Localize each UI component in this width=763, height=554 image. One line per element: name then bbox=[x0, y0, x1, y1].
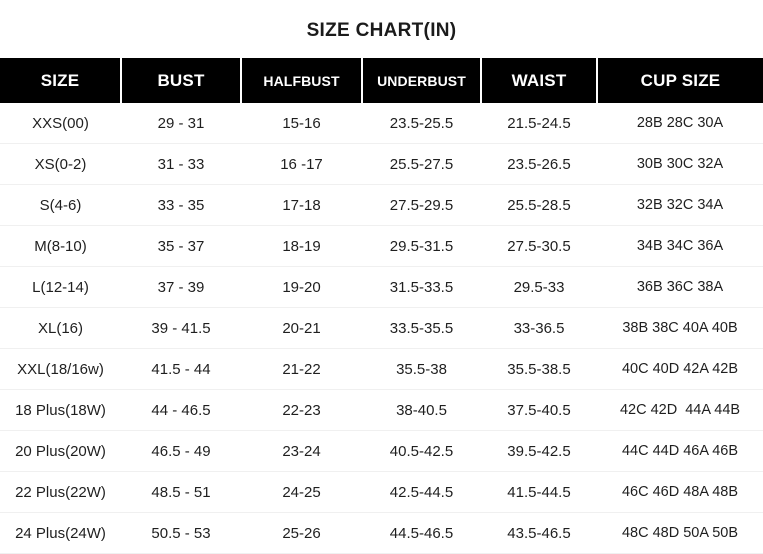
cell-waist: 37.5-40.5 bbox=[481, 389, 597, 431]
table-row: 24 Plus(24W) 50.5 - 53 25-26 44.5-46.5 43.5-… bbox=[0, 512, 763, 554]
cell-waist: 35.5-38.5 bbox=[481, 348, 597, 390]
cell-underbust: 27.5-29.5 bbox=[362, 184, 481, 226]
cell-underbust: 35.5-38 bbox=[362, 348, 481, 390]
cell-waist: 27.5-30.5 bbox=[481, 225, 597, 267]
cell-cup: 42C 42D 44A 44B bbox=[597, 389, 763, 431]
cell-cup: 46C 46D 48A 48B bbox=[597, 471, 763, 513]
table-row: XS(0-2) 31 - 33 16 -17 25.5-27.5 23.5-26.5 30… bbox=[0, 143, 763, 185]
cell-bust: 33 - 35 bbox=[121, 184, 241, 226]
cell-underbust: 23.5-25.5 bbox=[362, 103, 481, 144]
cell-size: XXS(00) bbox=[0, 103, 121, 144]
cell-halfbust: 16 -17 bbox=[241, 143, 362, 185]
cell-size: M(8-10) bbox=[0, 225, 121, 267]
cell-waist: 39.5-42.5 bbox=[481, 430, 597, 472]
cell-underbust: 44.5-46.5 bbox=[362, 512, 481, 554]
table-row: S(4-6) 33 - 35 17-18 27.5-29.5 25.5-28.5 32B … bbox=[0, 184, 763, 226]
cell-cup: 32B 32C 34A bbox=[597, 184, 763, 226]
cell-size: 22 Plus(22W) bbox=[0, 471, 121, 513]
table-row: XL(16) 39 - 41.5 20-21 33.5-35.5 33-36.5 38B … bbox=[0, 307, 763, 349]
cell-size: XS(0-2) bbox=[0, 143, 121, 185]
column-header-size: SIZE bbox=[0, 58, 122, 103]
cell-size: XXL(18/16w) bbox=[0, 348, 121, 390]
column-header-waist: WAIST bbox=[481, 58, 598, 103]
table-row: 18 Plus(18W) 44 - 46.5 22-23 38-40.5 37.5-40… bbox=[0, 389, 763, 431]
cell-bust: 39 - 41.5 bbox=[121, 307, 241, 349]
column-header-halfbust: HALFBUST bbox=[241, 58, 363, 103]
cell-halfbust: 20-21 bbox=[241, 307, 362, 349]
cell-bust: 46.5 - 49 bbox=[121, 430, 241, 472]
cell-underbust: 33.5-35.5 bbox=[362, 307, 481, 349]
table-row: 22 Plus(22W) 48.5 - 51 24-25 42.5-44.5 41.5-… bbox=[0, 471, 763, 513]
cell-size: 20 Plus(20W) bbox=[0, 430, 121, 472]
cell-halfbust: 23-24 bbox=[241, 430, 362, 472]
table-row: XXS(00) 29 - 31 15-16 23.5-25.5 21.5-24.5 28B… bbox=[0, 103, 763, 144]
size-chart-table: SIZE BUST HALFBUST UNDERBUST WAIST CUP S… bbox=[0, 58, 763, 554]
table-header-row: SIZE BUST HALFBUST UNDERBUST WAIST CUP S… bbox=[0, 58, 763, 103]
cell-underbust: 40.5-42.5 bbox=[362, 430, 481, 472]
cell-waist: 25.5-28.5 bbox=[481, 184, 597, 226]
cell-size: L(12-14) bbox=[0, 266, 121, 308]
column-header-underbust: UNDERBUST bbox=[362, 58, 482, 103]
cell-bust: 29 - 31 bbox=[121, 103, 241, 144]
cell-underbust: 42.5-44.5 bbox=[362, 471, 481, 513]
page-title: SIZE CHART(IN) bbox=[306, 20, 457, 41]
column-header-cup-size: CUP SIZE bbox=[597, 58, 763, 103]
table-row: 20 Plus(20W) 46.5 - 49 23-24 40.5-42.5 39.5-… bbox=[0, 430, 763, 472]
cell-halfbust: 19-20 bbox=[241, 266, 362, 308]
cell-cup: 36B 36C 38A bbox=[597, 266, 763, 308]
cell-waist: 33-36.5 bbox=[481, 307, 597, 349]
cell-cup: 48C 48D 50A 50B bbox=[597, 512, 763, 554]
cell-halfbust: 15-16 bbox=[241, 103, 362, 144]
cell-cup: 38B 38C 40A 40B bbox=[597, 307, 763, 349]
cell-size: S(4-6) bbox=[0, 184, 121, 226]
cell-underbust: 31.5-33.5 bbox=[362, 266, 481, 308]
table-row: M(8-10) 35 - 37 18-19 29.5-31.5 27.5-30.5 34B… bbox=[0, 225, 763, 267]
table-header: SIZE BUST HALFBUST UNDERBUST WAIST CUP S… bbox=[0, 58, 763, 103]
table-row: XXL(18/16w) 41.5 - 44 21-22 35.5-38 35.5-38.… bbox=[0, 348, 763, 390]
cell-cup: 40C 40D 42A 42B bbox=[597, 348, 763, 390]
cell-cup: 34B 34C 36A bbox=[597, 225, 763, 267]
cell-bust: 50.5 - 53 bbox=[121, 512, 241, 554]
cell-underbust: 38-40.5 bbox=[362, 389, 481, 431]
cell-bust: 41.5 - 44 bbox=[121, 348, 241, 390]
cell-cup: 30B 30C 32A bbox=[597, 143, 763, 185]
cell-size: XL(16) bbox=[0, 307, 121, 349]
cell-waist: 29.5-33 bbox=[481, 266, 597, 308]
table-row: L(12-14) 37 - 39 19-20 31.5-33.5 29.5-33 36B … bbox=[0, 266, 763, 308]
cell-bust: 48.5 - 51 bbox=[121, 471, 241, 513]
cell-cup: 28B 28C 30A bbox=[597, 103, 763, 144]
cell-halfbust: 17-18 bbox=[241, 184, 362, 226]
cell-halfbust: 25-26 bbox=[241, 512, 362, 554]
cell-bust: 44 - 46.5 bbox=[121, 389, 241, 431]
table-body: XXS(00) 29 - 31 15-16 23.5-25.5 21.5-24.5 28B… bbox=[0, 103, 763, 554]
cell-waist: 43.5-46.5 bbox=[481, 512, 597, 554]
cell-underbust: 29.5-31.5 bbox=[362, 225, 481, 267]
cell-bust: 37 - 39 bbox=[121, 266, 241, 308]
cell-size: 24 Plus(24W) bbox=[0, 512, 121, 554]
cell-halfbust: 22-23 bbox=[241, 389, 362, 431]
cell-bust: 35 - 37 bbox=[121, 225, 241, 267]
cell-halfbust: 21-22 bbox=[241, 348, 362, 390]
cell-bust: 31 - 33 bbox=[121, 143, 241, 185]
cell-waist: 41.5-44.5 bbox=[481, 471, 597, 513]
cell-halfbust: 18-19 bbox=[241, 225, 362, 267]
cell-underbust: 25.5-27.5 bbox=[362, 143, 481, 185]
cell-cup: 44C 44D 46A 46B bbox=[597, 430, 763, 472]
cell-waist: 21.5-24.5 bbox=[481, 103, 597, 144]
column-header-bust: BUST bbox=[121, 58, 242, 103]
cell-halfbust: 24-25 bbox=[241, 471, 362, 513]
cell-size: 18 Plus(18W) bbox=[0, 389, 121, 431]
cell-waist: 23.5-26.5 bbox=[481, 143, 597, 185]
